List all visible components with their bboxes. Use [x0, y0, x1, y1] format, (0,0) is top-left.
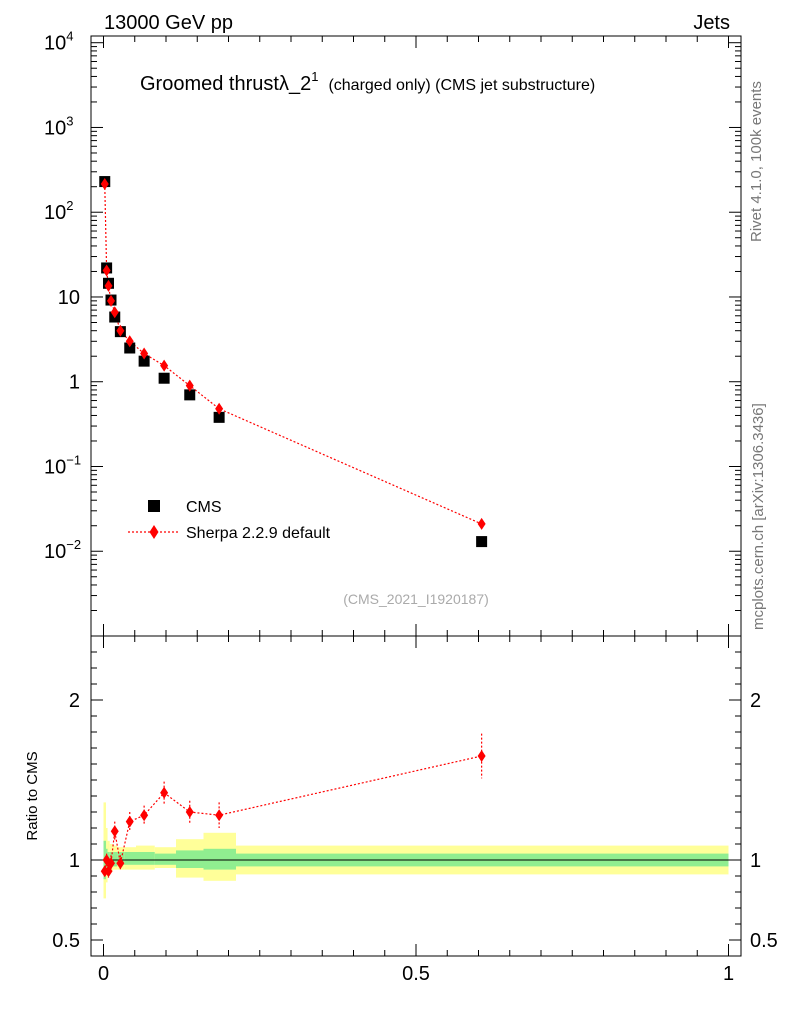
x-tick-label: 1	[723, 963, 734, 985]
main-y-ticks	[91, 42, 741, 637]
mc-point	[477, 517, 486, 530]
mc-curve	[104, 184, 482, 525]
ratio-mc-point	[116, 857, 125, 870]
mc-point	[110, 306, 119, 319]
ratio-x-tick-labels: 0 0.5 1	[98, 963, 734, 985]
legend: CMS Sherpa 2.2.9 default	[128, 499, 331, 542]
legend-mc-marker	[149, 525, 159, 539]
data-point	[476, 536, 488, 548]
mc-point	[102, 264, 111, 277]
inner-band-bin	[112, 852, 118, 867]
main-y-tick-label: 10	[58, 287, 80, 309]
ratio-y-ticks	[91, 651, 741, 957]
main-y-tick-label: 10−2	[44, 537, 81, 563]
main-y-tick-label: 1	[69, 372, 80, 394]
main-y-tick-label: 102	[44, 198, 73, 224]
ratio-y-tick-label-right: 2	[750, 690, 761, 712]
main-y-tick-label: 103	[44, 113, 73, 139]
legend-data-marker	[148, 500, 160, 512]
data-point	[184, 389, 196, 401]
main-y-tick-label: 10−1	[44, 452, 81, 478]
inner-band-bin	[136, 852, 155, 865]
ratio-y-tick-label-left: 1	[69, 850, 80, 872]
data-point	[138, 355, 150, 367]
mc-markers	[100, 178, 486, 530]
plot-title: Groomed thrustλ_21 (charged only) (CMS je…	[140, 69, 595, 95]
mc-point	[140, 347, 149, 360]
category-label: Jets	[693, 12, 730, 34]
inner-band-bin	[124, 852, 136, 865]
inner-band-bin	[203, 848, 236, 870]
ratio-mc-point	[140, 809, 149, 822]
ratio-mc-point	[215, 809, 224, 822]
x-tick-label: 0	[98, 963, 109, 985]
data-point	[124, 342, 136, 354]
process-label: 13000 GeV pp	[104, 12, 233, 34]
inner-band-bin	[176, 850, 204, 868]
ratio-mc-point	[185, 806, 194, 818]
ratio-y-tick-label-right: 0.5	[750, 930, 778, 952]
rivet-version-label: Rivet 4.1.0, 100k events	[748, 81, 765, 242]
x-tick-label: 0.5	[402, 963, 430, 985]
data-point	[213, 411, 225, 423]
mc-point	[107, 294, 115, 307]
main-x-ticks	[103, 36, 729, 636]
ratio-frame	[90, 635, 742, 957]
analysis-watermark: (CMS_2021_I1920187)	[343, 591, 489, 607]
mc-point	[185, 379, 194, 392]
ratio-mc-point	[477, 750, 486, 762]
ratio-y-axis-label: Ratio to CMS	[24, 751, 41, 840]
ratio-x-ticks	[103, 636, 729, 956]
mc-line	[104, 184, 482, 525]
ratio-y-tick-labels: 0.5 0.5 1 1 2 2	[52, 690, 778, 952]
title-symbol: λ_2	[279, 73, 311, 95]
mc-point	[215, 402, 224, 415]
title-qualifier: (charged only) (CMS jet substructure)	[328, 77, 595, 94]
title-main: Groomed thrust	[140, 73, 279, 95]
legend-mc-label: Sherpa 2.2.9 default	[186, 525, 331, 542]
ratio-uncertainty-bands	[103, 802, 729, 899]
ratio-mc-point	[160, 786, 169, 799]
ratio-mc-point	[125, 815, 134, 828]
title-superscript: 1	[311, 69, 318, 84]
main-y-tick-label: 104	[44, 29, 73, 55]
legend-data-label: CMS	[186, 499, 222, 516]
ratio-mc-point	[107, 857, 115, 870]
mc-point	[116, 324, 125, 337]
ratio-mc-point	[110, 825, 119, 838]
ratio-y-tick-label-left: 2	[69, 690, 80, 712]
mc-point	[160, 359, 169, 372]
ratio-panel: 0.5 0.51 12 2 0 0.5 1 Ratio to CMS	[24, 635, 778, 985]
mc-point	[100, 178, 109, 191]
ratio-y-tick-label-left: 0.5	[52, 930, 80, 952]
mc-point	[125, 335, 134, 348]
mc-point	[104, 279, 113, 292]
ratio-y-tick-label-right: 1	[750, 850, 761, 872]
main-y-tick-labels: 1 10 10−2 10−1 102 103 104	[44, 29, 81, 564]
ratio-mc-points	[100, 733, 486, 878]
inner-band-bin	[154, 853, 176, 865]
data-point	[158, 372, 170, 384]
mcplots-site-label: mcplots.cern.ch [arXiv:1306.3436]	[750, 403, 767, 630]
main-frame	[90, 35, 742, 637]
